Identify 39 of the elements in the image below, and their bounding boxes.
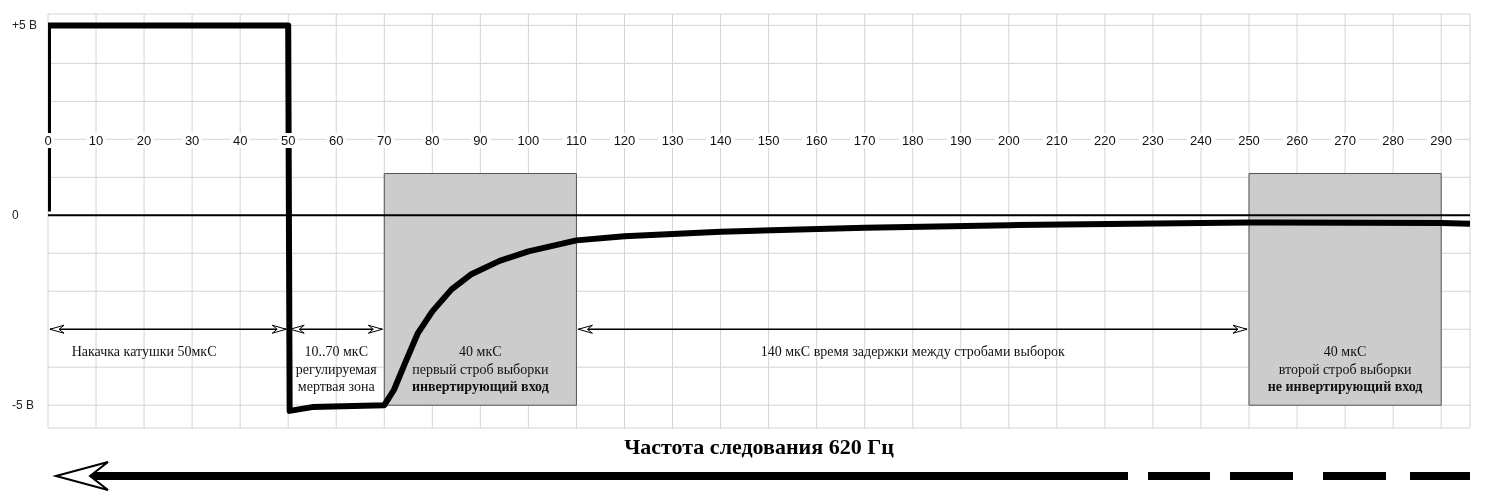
x-tick-label: 150 — [757, 133, 780, 149]
x-tick-label: 80 — [425, 133, 440, 149]
x-tick-label: 290 — [1430, 133, 1453, 149]
x-tick-label: 110 — [566, 133, 587, 149]
x-tick-label: 170 — [853, 133, 876, 149]
annotation: Накачка катушки 50мкС — [71, 344, 217, 360]
x-tick-label: 120 — [613, 133, 636, 149]
text: Частота следования 620 Гц — [624, 434, 895, 459]
x-tick-label: 250 — [1238, 133, 1260, 149]
x-tick-label: 0 — [44, 133, 52, 149]
x-tick-label: 270 — [1334, 133, 1356, 149]
x-tick-label: 180 — [901, 133, 924, 149]
annotation: 10..70 мкС регулируемая мертвая зона — [295, 344, 378, 395]
x-tick-label: 40 — [232, 133, 248, 149]
y-tick-label: +5 В — [12, 18, 38, 33]
x-tick-label: 130 — [661, 133, 684, 149]
x-tick-label: 90 — [473, 133, 488, 149]
x-tick-label: 60 — [329, 133, 344, 149]
x-tick-label: 240 — [1190, 133, 1212, 149]
x-tick-label: 140 — [709, 133, 732, 149]
x-tick-label: 220 — [1094, 133, 1116, 149]
x-tick-label: 200 — [997, 133, 1020, 149]
x-tick-label: 100 — [517, 133, 540, 149]
x-tick-label: 230 — [1142, 133, 1164, 149]
x-tick-label: 10 — [88, 133, 104, 149]
x-tick-label: 280 — [1382, 133, 1404, 149]
y-tick-label: 0 — [12, 208, 19, 223]
x-tick-label: 190 — [949, 133, 972, 149]
y-tick-label: -5 В — [12, 398, 35, 413]
band-label: 40 мкС первый строб выборки инвертирующий вход — [411, 344, 550, 395]
x-tick-label: 210 — [1046, 133, 1068, 149]
x-tick-label: 50 — [280, 133, 296, 149]
x-tick-label: 260 — [1286, 133, 1308, 149]
x-tick-label: 70 — [377, 133, 392, 149]
x-tick-label: 20 — [136, 133, 152, 149]
annotation: 140 мкС время задержки между стробами выборок — [760, 344, 1066, 360]
band-label: 40 мкС второй строб выборки не инвертирующий вход — [1267, 344, 1423, 395]
x-tick-label: 160 — [805, 133, 828, 149]
x-tick-label: 30 — [184, 133, 200, 149]
